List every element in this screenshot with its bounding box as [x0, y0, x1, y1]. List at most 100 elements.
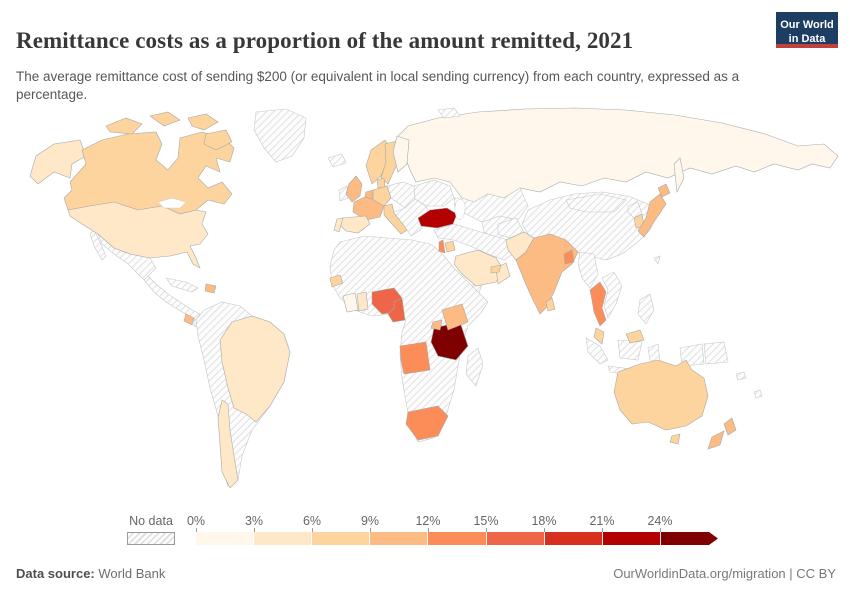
legend-tick-label: 3% [244, 514, 264, 528]
country-united-kingdom[interactable] [345, 175, 363, 203]
page-subtitle: The average remittance cost of sending $… [16, 68, 740, 103]
attribution-link[interactable]: OurWorldinData.org/migration | CC BY [613, 566, 836, 581]
data-source-value: World Bank [98, 566, 166, 581]
nodata-region[interactable] [165, 277, 199, 293]
country-russia[interactable] [393, 107, 839, 203]
country-italy[interactable] [383, 203, 408, 235]
legend-tick-mark [486, 528, 487, 533]
great-lakes [157, 197, 187, 209]
country-ghana[interactable] [356, 291, 369, 312]
country-canada-arctic4[interactable] [203, 129, 233, 151]
legend-bin-swatch[interactable] [370, 532, 429, 545]
country-alaska[interactable] [29, 139, 87, 185]
country-dominican-republic[interactable] [204, 283, 217, 294]
country-cote-divoire[interactable] [342, 292, 359, 313]
nodata-region[interactable] [577, 251, 599, 289]
page-title: Remittance costs as a proportion of the … [16, 28, 634, 54]
country-united-states[interactable] [67, 201, 209, 269]
nodata-region[interactable] [653, 255, 661, 265]
legend-scale: 0% 3% 6% 9% 12% 15% 18% 21% 24% [187, 514, 718, 548]
nodata-region[interactable] [437, 107, 461, 119]
country-canada-arctic2[interactable] [149, 111, 181, 127]
country-sri-lanka[interactable] [545, 297, 556, 312]
country-uganda[interactable] [430, 319, 443, 331]
country-india[interactable] [515, 233, 579, 315]
legend-tick-mark [370, 528, 371, 533]
legend-no-data: No data [127, 514, 175, 545]
legend-bin-swatch[interactable] [428, 532, 487, 545]
legend-tick-label: 18% [531, 514, 557, 528]
nodata-region[interactable] [601, 271, 623, 319]
legend-no-data-swatch[interactable] [127, 532, 175, 545]
nodata-region[interactable] [453, 187, 529, 223]
caspian-sea [454, 199, 466, 220]
country-jordan[interactable] [444, 240, 456, 253]
country-finland[interactable] [392, 135, 410, 173]
country-bangladesh[interactable] [563, 249, 575, 265]
legend-tick-mark [196, 528, 197, 533]
chart-footer: Data source: World Bank OurWorldinData.o… [16, 566, 836, 588]
country-saudi-arabia[interactable] [453, 249, 505, 287]
nodata-region[interactable] [735, 371, 747, 381]
nodata-region[interactable] [433, 223, 517, 261]
country-spain[interactable] [338, 215, 371, 234]
legend-ticks: 0% 3% 6% 9% 12% 15% 18% 21% 24% [187, 514, 718, 533]
nodata-region[interactable] [327, 153, 347, 168]
legend-color-bar[interactable] [196, 532, 718, 545]
country-south-africa[interactable] [405, 405, 449, 441]
country-portugal[interactable] [333, 217, 344, 233]
country-kenya[interactable] [441, 303, 469, 331]
owid-logo[interactable]: Our World in Data [776, 12, 838, 48]
nodata-region[interactable] [753, 389, 763, 399]
legend-tick-label: 12% [415, 514, 441, 528]
legend-bin-swatch[interactable] [312, 532, 371, 545]
country-france[interactable] [352, 196, 385, 221]
country-uae[interactable] [490, 264, 502, 274]
country-new-zealand-north[interactable] [723, 417, 737, 436]
data-source-label: Data source: [16, 566, 95, 581]
country-cameroon[interactable] [387, 297, 406, 323]
nodata-region[interactable] [89, 229, 107, 261]
legend-tick-mark [254, 528, 255, 533]
country-costa-rica[interactable] [183, 313, 195, 326]
country-malaysia[interactable] [593, 327, 605, 345]
country-senegal[interactable] [329, 274, 344, 288]
nodata-region[interactable] [253, 108, 307, 163]
country-chile[interactable] [217, 399, 239, 489]
country-turkey[interactable] [417, 207, 458, 229]
legend-no-data-label: No data [129, 514, 173, 528]
nodata-region[interactable] [647, 343, 661, 363]
country-brazil[interactable] [219, 315, 291, 423]
legend-bin-swatch[interactable] [602, 532, 661, 545]
nodata-region[interactable] [637, 293, 655, 325]
country-denmark[interactable] [376, 177, 386, 189]
world-map[interactable] [10, 106, 840, 504]
country-russia-sakhalin[interactable] [673, 157, 685, 194]
country-new-zealand-south[interactable] [707, 430, 725, 450]
legend-bin-swatch[interactable] [486, 532, 545, 545]
nodata-region[interactable] [143, 275, 201, 321]
owid-logo-line2: in Data [788, 32, 826, 45]
country-malaysia-borneo[interactable] [625, 329, 645, 344]
country-japan-hokkaido[interactable] [657, 183, 671, 198]
country-angola[interactable] [399, 341, 431, 375]
nodata-region[interactable] [465, 347, 484, 387]
legend-bin-swatch[interactable] [254, 532, 313, 545]
legend-tick-mark [428, 528, 429, 533]
country-canada-arctic1[interactable] [105, 117, 143, 135]
legend-bin-swatch[interactable] [661, 532, 718, 545]
nodata-region[interactable] [703, 341, 729, 365]
owid-logo-line1: Our World [780, 19, 834, 31]
nodata-region[interactable] [338, 185, 349, 202]
nodata-region[interactable] [565, 193, 627, 213]
country-israel[interactable] [438, 239, 446, 254]
legend-bin-swatch[interactable] [544, 532, 603, 545]
legend-tick-mark [660, 528, 661, 533]
legend-bin-swatch[interactable] [196, 532, 255, 545]
country-australia-tasmania[interactable] [669, 433, 681, 445]
legend-tick-label: 21% [589, 514, 615, 528]
country-australia[interactable] [613, 359, 709, 431]
country-thailand[interactable] [589, 281, 607, 327]
country-canada-arctic3[interactable] [187, 113, 219, 131]
nodata-region[interactable] [585, 337, 609, 365]
